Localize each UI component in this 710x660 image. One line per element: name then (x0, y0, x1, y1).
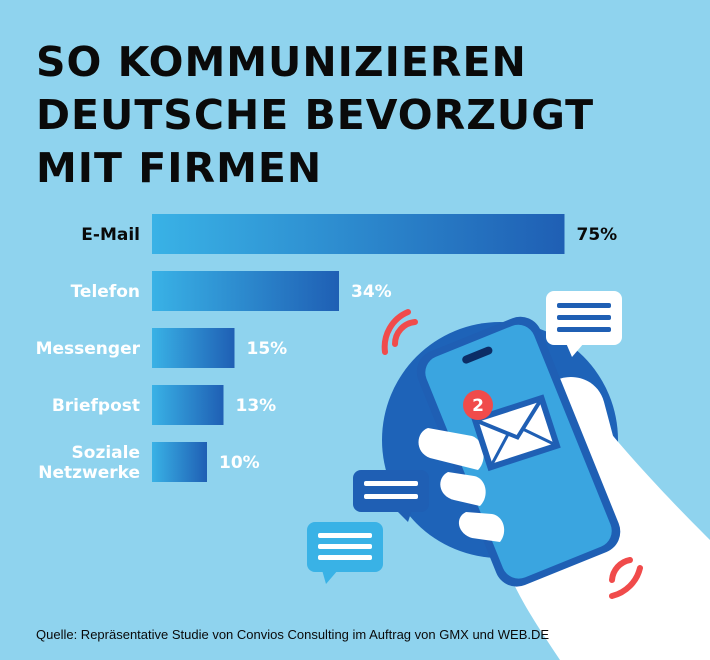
category-label: Telefon (71, 282, 140, 302)
value-label: 10% (219, 453, 260, 473)
bar-telefon (152, 271, 339, 311)
envelope-icon (471, 394, 561, 472)
vibration-waves-icon (381, 309, 418, 355)
category-label-line: Briefpost (52, 396, 140, 416)
bar-messenger (152, 328, 235, 368)
title-line-1: So kommunizieren (36, 38, 527, 86)
source-note: Quelle: Repräsentative Studie von Convio… (36, 627, 550, 642)
vibration-waves-icon (609, 557, 643, 599)
chat-bubble-icon (546, 291, 622, 357)
value-label: 34% (351, 282, 392, 302)
bar-e-mail (152, 214, 565, 254)
value-label: 13% (236, 396, 277, 416)
chart-title: So kommunizieren Deutsche bevorzugt mit … (36, 36, 636, 195)
bars-group: E-Mail 75% Telefon 34% Messenger 15% Briefpost… (36, 214, 618, 483)
chat-bubble-icon (307, 522, 383, 584)
category-label: Soziale Netzwerke (38, 443, 140, 483)
notification-badge: 2 (463, 390, 493, 420)
category-label-line: Soziale (72, 443, 140, 463)
category-label: E-Mail (81, 225, 140, 245)
category-label: Messenger (36, 339, 141, 359)
value-label: 75% (577, 225, 618, 245)
category-label-line: Messenger (36, 339, 141, 359)
hand-fingers (418, 428, 505, 542)
value-label: 15% (247, 339, 288, 359)
title-line-3: mit Firmen (36, 144, 323, 192)
category-label-line: Netzwerke (38, 463, 140, 483)
category-label: Briefpost (52, 396, 140, 416)
title-line-2: Deutsche bevorzugt (36, 91, 595, 139)
bar-soziale-netzwerke (152, 442, 207, 482)
category-label-line: E-Mail (81, 225, 140, 245)
notification-count: 2 (472, 396, 484, 416)
category-label-line: Telefon (71, 282, 140, 302)
chat-bubble-icon (353, 470, 429, 522)
bar-briefpost (152, 385, 224, 425)
